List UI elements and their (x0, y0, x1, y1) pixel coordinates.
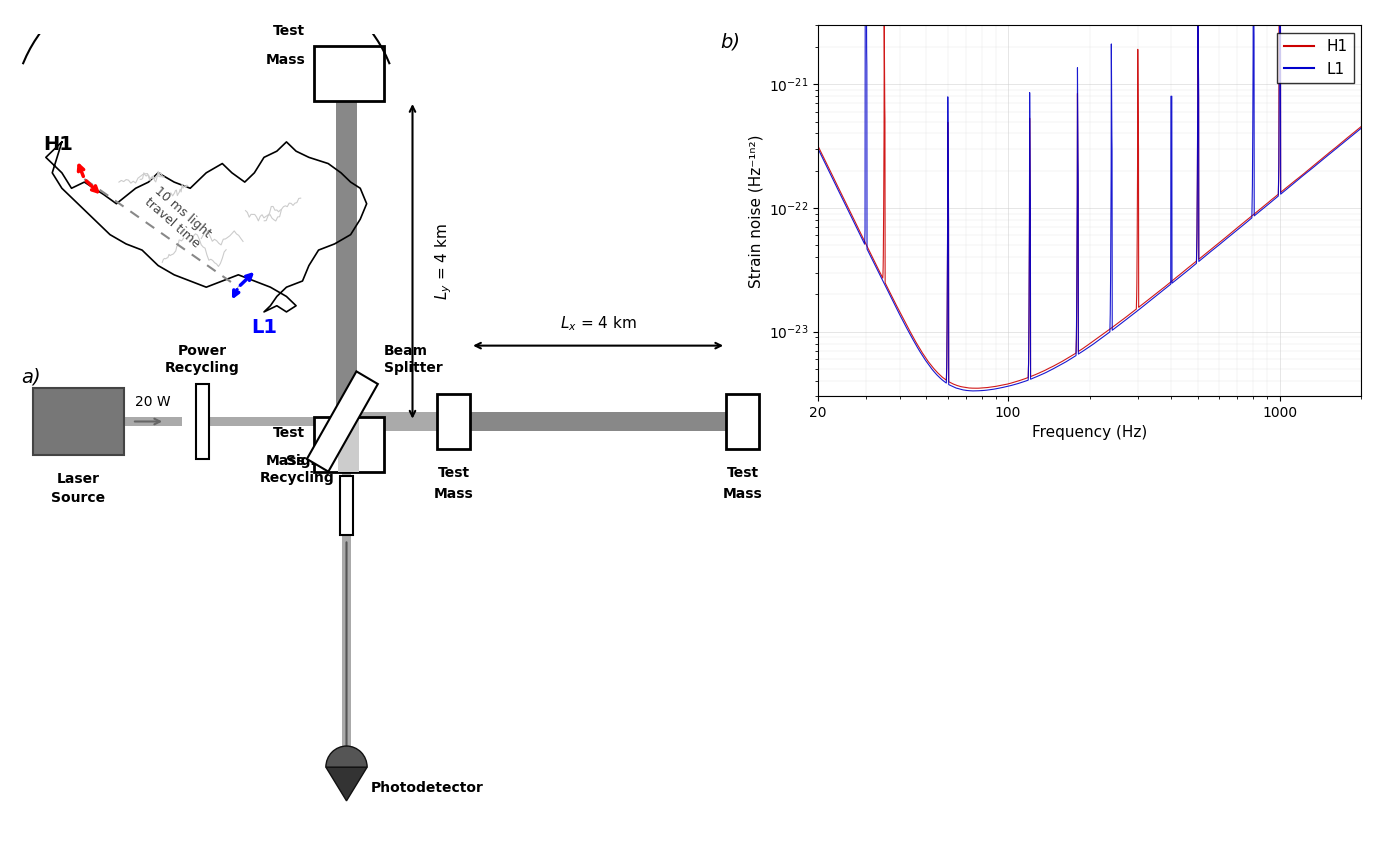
Bar (359, 412, 437, 431)
Text: Test: Test (274, 24, 305, 38)
Legend: H1, L1: H1, L1 (1277, 33, 1353, 83)
Text: L1: L1 (252, 318, 276, 337)
Text: 20 W: 20 W (135, 395, 170, 409)
Text: $L_y$ = 4 km: $L_y$ = 4 km (433, 223, 454, 299)
Bar (336, 417, 358, 422)
Text: Mass: Mass (723, 486, 762, 501)
Text: Power: Power (177, 344, 227, 358)
Text: b): b) (720, 33, 740, 51)
Text: Source: Source (51, 491, 106, 505)
Bar (195, 384, 209, 459)
Text: $L_x$ = 4 km: $L_x$ = 4 km (560, 314, 637, 333)
Bar (342, 535, 351, 767)
Bar (307, 372, 378, 471)
Text: Beam: Beam (384, 344, 428, 358)
Text: Mass: Mass (265, 454, 305, 468)
Text: Recycling: Recycling (260, 470, 334, 485)
Text: Test: Test (726, 465, 759, 480)
Text: Splitter: Splitter (384, 361, 443, 375)
Wedge shape (326, 746, 367, 767)
Text: a): a) (22, 367, 41, 386)
Text: Test: Test (437, 465, 470, 480)
Text: H1: H1 (44, 135, 74, 154)
Text: Signal: Signal (286, 454, 334, 468)
Bar (338, 417, 359, 472)
Bar (342, 422, 351, 476)
Polygon shape (326, 767, 367, 801)
Bar (33, 388, 124, 455)
Bar (726, 395, 759, 448)
X-axis label: Frequency (Hz): Frequency (Hz) (1033, 426, 1147, 441)
Bar (437, 395, 470, 448)
Bar (340, 476, 353, 535)
Text: Recycling: Recycling (165, 361, 239, 375)
Text: Laser: Laser (56, 472, 100, 486)
Y-axis label: Strain noise (Hz⁻¹ⁿ²): Strain noise (Hz⁻¹ⁿ²) (748, 134, 763, 287)
Bar (336, 101, 358, 422)
Text: Test: Test (274, 426, 305, 440)
Bar (314, 46, 384, 101)
Bar (314, 417, 384, 472)
Text: Mass: Mass (434, 486, 473, 501)
Text: 10 ms light
travel time: 10 ms light travel time (142, 184, 213, 251)
Text: Photodetector: Photodetector (371, 781, 484, 795)
Bar (209, 417, 346, 426)
Bar (124, 417, 182, 426)
Text: Mass: Mass (265, 53, 305, 67)
Bar (470, 412, 726, 431)
